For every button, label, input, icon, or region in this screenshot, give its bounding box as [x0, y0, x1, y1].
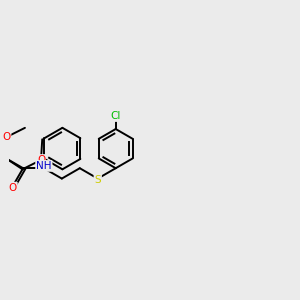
Text: O: O	[37, 155, 45, 165]
Text: NH: NH	[36, 161, 52, 171]
Text: Cl: Cl	[110, 111, 121, 121]
Text: O: O	[2, 132, 11, 142]
Text: O: O	[9, 183, 17, 193]
Text: S: S	[94, 175, 101, 185]
